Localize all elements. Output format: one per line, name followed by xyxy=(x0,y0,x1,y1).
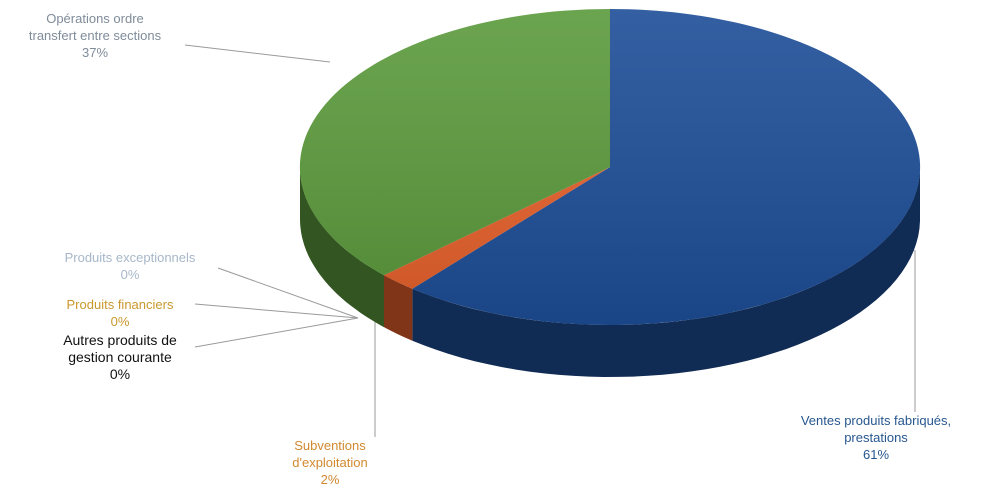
slice-label-line: gestion courante xyxy=(68,349,172,365)
slice-label-subventions: Subventions d'exploitation 2% xyxy=(270,437,390,488)
slice-label-produits-financiers: Produits financiers 0% xyxy=(40,296,200,330)
slice-label-autres-produits: Autres produits de gestion courante 0% xyxy=(30,332,210,383)
slice-label-line: Produits exceptionnels xyxy=(64,250,196,265)
pie-slices xyxy=(299,8,921,325)
leader-lines xyxy=(184,44,916,437)
slice-label-line: transfert entre sections xyxy=(28,28,162,43)
slice-percent: 61% xyxy=(862,447,890,462)
pie-top-shading xyxy=(300,9,920,325)
slice-label-line: Subventions xyxy=(294,438,366,453)
slice-label-line: d'exploitation xyxy=(292,455,368,470)
slice-percent: 0% xyxy=(120,267,140,282)
leader-produits-exceptionnels xyxy=(217,267,359,319)
leader-autres-produits xyxy=(194,317,359,348)
leader-operations-ordre xyxy=(184,44,331,63)
slice-label-produits-exceptionnels: Produits exceptionnels 0% xyxy=(40,249,220,283)
slice-label-line: Produits financiers xyxy=(66,297,174,312)
slice-percent: 2% xyxy=(320,472,340,487)
slice-label-line: Autres produits de xyxy=(63,332,177,348)
leader-produits-financiers xyxy=(194,303,359,319)
pie-side-0 xyxy=(412,168,920,377)
slice-label-line: prestations xyxy=(844,430,908,445)
slice-percent: 37% xyxy=(81,45,109,60)
pie-side-4 xyxy=(384,275,413,341)
pie-side-5 xyxy=(300,166,384,328)
slice-label-line: Opérations ordre xyxy=(46,11,144,26)
slice-percent: 0% xyxy=(109,366,131,382)
slice-label-line: Ventes produits fabriqués, xyxy=(800,413,952,428)
slice-label-ventes: Ventes produits fabriqués, prestations 6… xyxy=(765,412,987,463)
pie-sides xyxy=(300,166,920,377)
slice-percent: 0% xyxy=(110,314,130,329)
slice-label-operations-ordre: Opérations ordre transfert entre section… xyxy=(0,10,190,61)
